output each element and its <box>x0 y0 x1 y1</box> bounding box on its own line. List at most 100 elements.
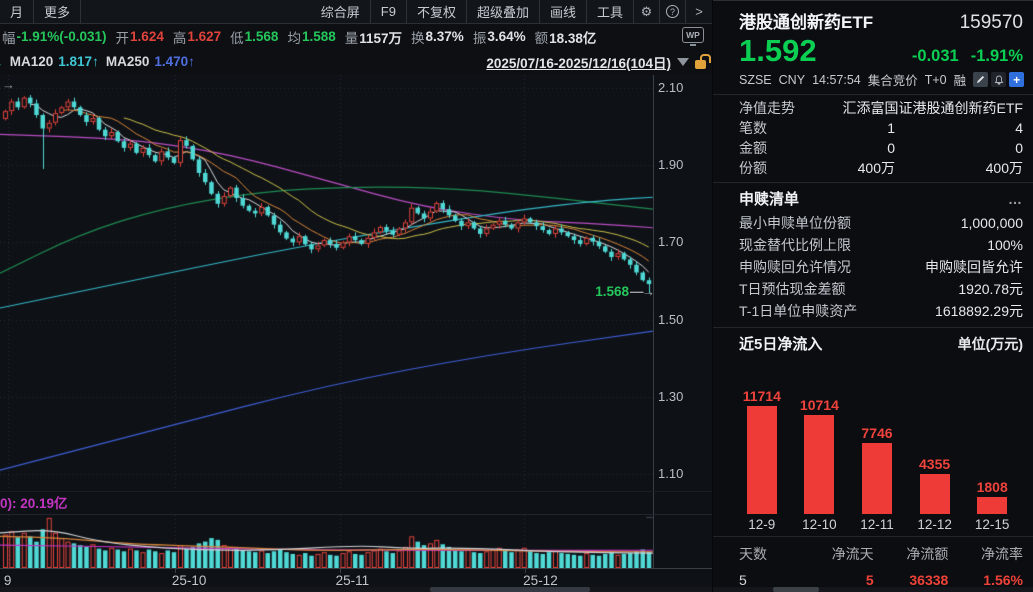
field-label-open: 开 <box>115 30 130 46</box>
settings-icon[interactable]: ⚙ <box>634 0 660 23</box>
tab-composite-screen[interactable]: 综合屏 <box>311 0 371 23</box>
kv-row: T-1日单位申赎资产 1618892.29元 <box>739 300 1023 322</box>
x-axis-tick <box>175 569 176 573</box>
expand-icon[interactable]: > <box>695 4 703 19</box>
field-label-amount: 额 <box>534 30 549 46</box>
bell-icon[interactable] <box>991 72 1007 87</box>
inflow-bar <box>746 406 777 514</box>
field-label-amplitude: 振 <box>472 30 487 46</box>
bar-value: 7746 <box>861 425 893 441</box>
help-icon[interactable]: ? <box>660 0 686 23</box>
price-pane-border <box>0 491 712 492</box>
y-axis-tick-label: 1.10 <box>658 466 684 481</box>
y-axis: 2.10 1.90 1.70 1.50 1.30 1.10 <box>656 75 710 492</box>
inflow-bar-group: 11714 <box>733 358 791 514</box>
candlestick-chart[interactable] <box>0 75 712 492</box>
field-value-amount: 18.38亿 <box>549 30 597 46</box>
x-axis-label: 25-12 <box>523 573 558 588</box>
kv-row: 现金替代比例上限 100% <box>739 234 1023 256</box>
add-icon[interactable]: + <box>1009 72 1025 87</box>
info-value: 4 <box>1015 120 1023 136</box>
left-arrow-marker-icon: → <box>2 77 15 92</box>
subscription-header: 申赎清单 <box>739 191 800 208</box>
unlock-icon[interactable] <box>695 59 706 69</box>
kv-value: 1,000,000 <box>960 215 1023 231</box>
kv-label: 现金替代比例上限 <box>739 237 851 253</box>
tplus-label: T+0 <box>924 72 947 87</box>
ma120-value: 1.817↑ <box>58 54 99 69</box>
toolbar: 月 更多 综合屏 F9 不复权 超级叠加 画线 工具 ⚙ ? > <box>0 0 712 24</box>
wp-monitor-icon[interactable]: WP <box>682 27 704 46</box>
bar-category: 12-9 <box>748 517 776 532</box>
margin-label: 融 <box>953 74 967 88</box>
info-label: 金额 <box>739 140 767 156</box>
subscription-section: 申赎清单 … 最小申赎单位份额 1,000,000 现金替代比例上限 100% 申购… <box>713 182 1033 327</box>
y-axis-tick-label: 1.70 <box>658 234 684 250</box>
tab-super-overlay[interactable]: 超级叠加 <box>467 0 540 23</box>
kv-label: 最小申赎单位份额 <box>739 215 851 231</box>
cell-net-rate: 1.56% <box>983 572 1023 588</box>
chart-scrollbar-track[interactable] <box>0 587 712 592</box>
info-value: 1 <box>887 120 895 136</box>
field-label-high: 高 <box>172 30 187 46</box>
tab-tools[interactable]: 工具 <box>587 0 634 23</box>
inflow-bar <box>804 415 835 514</box>
tab-month[interactable]: 月 <box>0 0 35 23</box>
field-value-turnover-rate: 8.37% <box>425 29 464 44</box>
exchange-label: SZSE <box>739 72 772 87</box>
field-value-open: 1.624 <box>130 29 164 44</box>
column-header: 净流率 <box>980 546 1023 562</box>
cell-days: 5 <box>739 572 747 588</box>
kv-label: T日预估现金差额 <box>739 281 846 297</box>
panel-header: 港股通创新药ETF 159570 1.592 -0.031 -1.91% SZS… <box>713 1 1033 94</box>
flow-table-header: 天数 净流天 净流额 净流率 <box>739 541 1023 567</box>
net-inflow-header: 近5日净流入 <box>739 336 823 353</box>
tab-draw-line[interactable]: 画线 <box>540 0 587 23</box>
bar-value: 4355 <box>919 456 951 472</box>
field-label-volume: 量 <box>344 30 359 46</box>
tab-more[interactable]: 更多 <box>34 0 82 23</box>
field-label-low: 低 <box>230 30 244 46</box>
column-header: 天数 <box>739 546 767 562</box>
price-axis-line <box>653 75 654 568</box>
bar-category: 12-15 <box>974 517 1010 532</box>
panel-divider <box>712 0 713 592</box>
x-axis-label: 9 <box>3 573 12 588</box>
flow-table: 天数 净流天 净流额 净流率 5 5 36338 1.56% 10 8 4481… <box>713 536 1033 592</box>
kv-value: 100% <box>987 237 1023 253</box>
x-axis-label: 25-11 <box>335 573 370 588</box>
field-value-high: 1.627 <box>187 29 222 44</box>
toolbar-spacer <box>81 0 311 23</box>
bar-value: 11714 <box>742 388 781 404</box>
panel-scrollbar-thumb[interactable] <box>773 587 819 592</box>
tab-f9[interactable]: F9 <box>371 0 407 23</box>
info-row: 份额 400万 400万 <box>739 158 1023 178</box>
chart-region: → 0): 20.19亿 2.10 1.90 1.70 1.50 1.30 1.10 9 … <box>0 75 712 592</box>
inflow-bar-group: 4355 <box>906 358 964 514</box>
field-label-avg: 均 <box>287 30 301 46</box>
edit-pencil-icon[interactable] <box>973 72 989 87</box>
kv-row: 最小申赎单位份额 1,000,000 <box>739 212 1023 234</box>
time-axis-line <box>0 568 712 569</box>
x-axis-tick <box>340 569 341 573</box>
info-row: 金额 0 0 <box>739 138 1023 158</box>
date-range[interactable]: 2025/07/16-2025/12/16(104日) <box>486 55 671 71</box>
kv-row: T日预估现金差额 1920.78元 <box>739 278 1023 300</box>
field-label-turnover-rate: 换 <box>411 30 425 46</box>
quote-time: 14:57:54 <box>812 72 861 87</box>
chevron-down-icon[interactable] <box>677 57 689 66</box>
inflow-bar <box>861 443 892 514</box>
info-label: 份额 <box>739 160 767 176</box>
kv-value: 1920.78元 <box>958 281 1023 297</box>
more-icon[interactable]: … <box>1008 190 1023 207</box>
chart-scrollbar-thumb[interactable] <box>430 587 590 592</box>
field-value-amplitude: 3.64% <box>487 29 526 44</box>
y-axis-tick-label: 2.10 <box>658 80 684 95</box>
volume-chart[interactable] <box>0 515 712 568</box>
field-value-volume: 1157万 <box>359 30 403 46</box>
info-value: 0 <box>887 140 895 156</box>
tab-no-adjust[interactable]: 不复权 <box>407 0 467 23</box>
info-value: 0 <box>1015 140 1023 156</box>
panel-scrollbar-track[interactable] <box>713 587 1033 592</box>
